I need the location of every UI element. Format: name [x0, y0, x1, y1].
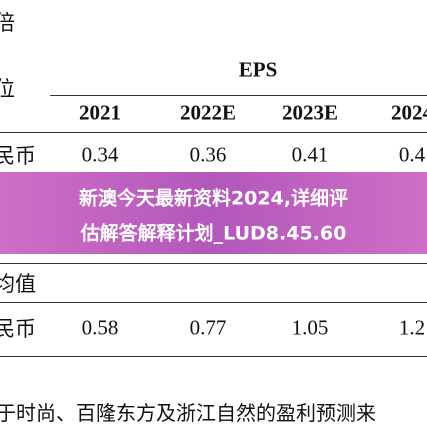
cell: 0.58	[81, 315, 119, 340]
banner-line: 估解答解释计划_LUD8.45.60	[80, 222, 347, 245]
cell: 0.34	[81, 142, 119, 167]
rule	[0, 132, 427, 133]
section-label: 均值	[0, 272, 36, 296]
rule	[0, 356, 427, 357]
rule	[50, 95, 427, 96]
cell: 1.2	[398, 315, 426, 340]
banner-line: 新澳今天最新资料2024,详细评	[78, 187, 349, 210]
cell: 0.4	[398, 142, 426, 167]
corner-text: 倍	[0, 11, 15, 35]
cell: 0.36	[189, 142, 227, 167]
column-header: 2022E	[179, 100, 237, 125]
column-header: 2021	[79, 100, 121, 125]
row-label: 民币	[0, 144, 36, 168]
cell: 0.41	[291, 142, 329, 167]
footnote: 于时尚、百隆东方及浙江自然的盈利预测来	[0, 403, 376, 425]
cell: 0.77	[189, 315, 227, 340]
column-header: 2023E	[281, 100, 339, 125]
column-header: 2024	[391, 100, 427, 125]
rule	[0, 263, 427, 264]
group-header: EPS	[238, 57, 278, 82]
rule	[0, 302, 427, 303]
row-label: 民币	[0, 317, 36, 341]
overlay-banner: 新澳今天最新资料2024,详细评 估解答解释计划_LUD8.45.60	[0, 172, 427, 254]
cell: 1.05	[291, 315, 329, 340]
unit-label: 位	[0, 77, 15, 101]
